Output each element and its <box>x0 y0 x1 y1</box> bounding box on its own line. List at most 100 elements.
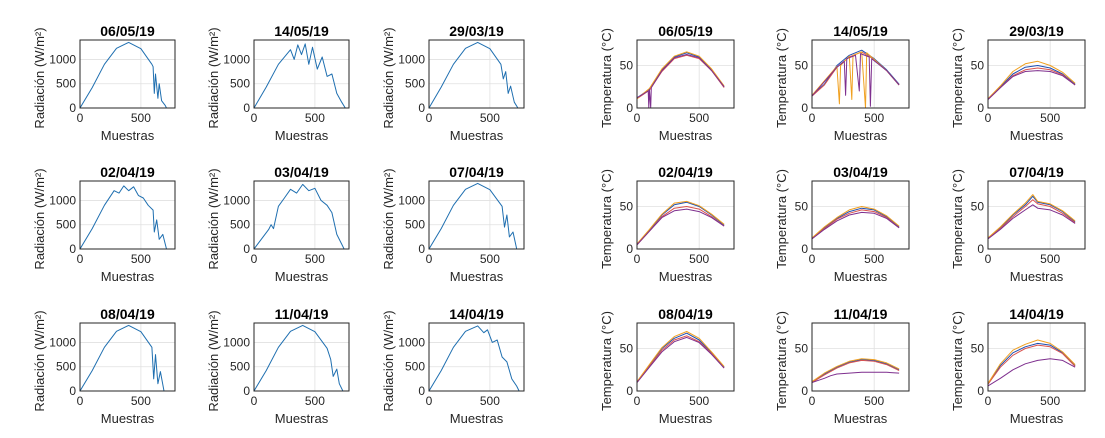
axes-border <box>428 180 525 250</box>
y-tick-label: 0 <box>626 384 633 398</box>
x-axis-label: Muestras <box>275 411 329 426</box>
subplot-temperature-5: 0 500 0 50 03/04/19 Muestras Temperatura (°C) <box>774 164 910 284</box>
y-tick-label: 1000 <box>398 193 425 207</box>
y-tick-label: 50 <box>971 342 985 356</box>
subplot-radiation-4: 0 500 0 500 1000 02/04/19 Muestras Radiación (W… <box>32 164 176 284</box>
y-tick-label: 0 <box>243 101 250 115</box>
series-line <box>988 199 1076 240</box>
subplot-temperature-7: 0 500 0 50 08/04/19 Muestras Temperatura (°C) <box>599 306 735 426</box>
y-tick-label: 0 <box>801 384 808 398</box>
x-axis-label: Muestras <box>450 128 504 143</box>
y-axis-label: Temperatura (°C) <box>774 169 789 269</box>
subplot-title: 03/04/19 <box>274 164 329 180</box>
axes-box <box>811 180 910 250</box>
y-axis-label: Temperatura (°C) <box>774 311 789 411</box>
y-tick-label: 50 <box>620 59 634 73</box>
series-line <box>988 195 1076 240</box>
x-tick-label: 0 <box>809 252 816 266</box>
subplot-radiation-1: 0 500 0 500 1000 06/05/19 Muestras Radiación (W… <box>32 23 176 143</box>
series-line <box>812 209 900 240</box>
series-line <box>254 43 346 108</box>
x-axis-label: Muestras <box>1010 411 1064 426</box>
y-axis-label: Temperatura (°C) <box>599 169 614 269</box>
axes-border <box>79 180 176 250</box>
axes-border <box>636 180 735 250</box>
subplot-temperature-6: 0 500 0 50 07/04/19 Muestras Temperatura (°C) <box>950 164 1086 284</box>
axes-box <box>428 180 525 250</box>
y-axis-label: Radiación (W/m²) <box>206 168 221 269</box>
x-axis-label: Muestras <box>450 269 504 284</box>
subplot-title: 14/05/19 <box>274 23 329 39</box>
subplot-radiation-2: 0 500 0 500 1000 14/05/19 Muestras Radiación (W… <box>206 23 350 143</box>
series-line <box>637 336 725 383</box>
y-tick-label: 0 <box>801 101 808 115</box>
x-tick-label: 0 <box>426 394 433 408</box>
axes-border <box>987 322 1086 392</box>
subplot-temperature-4: 0 500 0 50 02/04/19 Muestras Temperatura (°C) <box>599 164 735 284</box>
y-tick-label: 0 <box>801 242 808 256</box>
axes-border <box>253 322 350 392</box>
axes-border <box>636 39 735 109</box>
series-line <box>812 211 900 240</box>
x-tick-label: 0 <box>809 394 816 408</box>
series-line <box>637 200 725 245</box>
axes-box <box>636 180 735 250</box>
series-line <box>988 60 1076 100</box>
x-axis-label: Muestras <box>1010 269 1064 284</box>
y-tick-label: 500 <box>56 218 76 232</box>
y-tick-label: 50 <box>620 342 634 356</box>
subplot-title: 11/04/19 <box>275 306 329 322</box>
subplot-radiation-9: 0 500 0 500 1000 14/04/19 Muestras Radiación (W… <box>381 306 525 426</box>
y-tick-label: 0 <box>69 101 76 115</box>
subplot-title: 02/04/19 <box>658 164 713 180</box>
series-line <box>637 51 725 100</box>
y-axis-label: Temperatura (°C) <box>950 169 965 269</box>
y-tick-label: 1000 <box>223 52 250 66</box>
x-tick-label: 500 <box>305 252 325 266</box>
x-tick-label: 0 <box>985 111 992 125</box>
axes-border <box>811 322 910 392</box>
subplot-title: 07/04/19 <box>449 164 504 180</box>
subplot-title: 06/05/19 <box>658 23 713 39</box>
axes-box <box>987 322 1086 392</box>
x-axis-label: Muestras <box>834 269 888 284</box>
x-tick-label: 0 <box>77 111 84 125</box>
x-tick-label: 500 <box>1040 394 1060 408</box>
subplot-radiation-7: 0 500 0 500 1000 08/04/19 Muestras Radiación (W… <box>32 306 176 426</box>
axes-border <box>636 322 735 392</box>
x-tick-label: 0 <box>77 252 84 266</box>
axes-border <box>811 180 910 250</box>
series-line <box>812 207 900 240</box>
y-tick-label: 50 <box>620 200 634 214</box>
y-axis-label: Radiación (W/m²) <box>32 310 47 411</box>
x-tick-label: 0 <box>634 111 641 125</box>
series-line <box>812 49 900 96</box>
y-tick-label: 0 <box>977 384 984 398</box>
series-line <box>80 324 165 391</box>
series-line <box>988 344 1076 385</box>
series-line <box>254 183 345 249</box>
subplot-title: 07/04/19 <box>1009 164 1064 180</box>
subplot-radiation-5: 0 500 0 500 1000 03/04/19 Muestras Radiación (W… <box>206 164 350 284</box>
subplot-title: 08/04/19 <box>100 306 155 322</box>
axes-box <box>987 180 1086 250</box>
x-tick-label: 0 <box>809 111 816 125</box>
series-line <box>812 359 900 383</box>
series-line <box>812 371 900 383</box>
subplot-radiation-8: 0 500 0 500 1000 11/04/19 Muestras Radiación (W… <box>206 306 350 426</box>
x-tick-label: 0 <box>634 252 641 266</box>
x-tick-label: 0 <box>251 252 258 266</box>
y-axis-label: Radiación (W/m²) <box>381 310 396 411</box>
subplot-title: 06/05/19 <box>100 23 155 39</box>
y-tick-label: 500 <box>230 77 250 91</box>
axes-box <box>987 39 1086 109</box>
axes-border <box>253 39 350 109</box>
y-tick-label: 50 <box>795 59 809 73</box>
x-axis-label: Muestras <box>659 128 713 143</box>
axes-box <box>428 322 525 392</box>
series-line <box>988 70 1076 100</box>
axes-border <box>79 322 176 392</box>
x-axis-label: Muestras <box>275 128 329 143</box>
y-tick-label: 1000 <box>49 52 76 66</box>
axes-box <box>428 39 525 109</box>
